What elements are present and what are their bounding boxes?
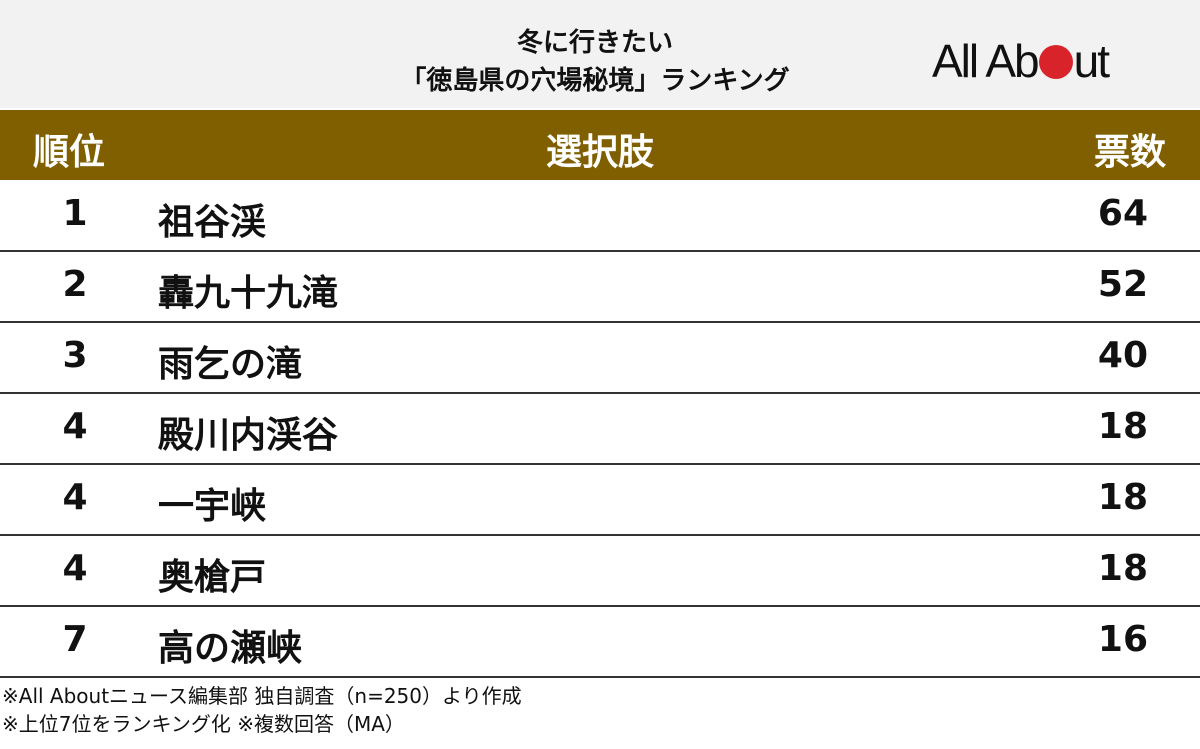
table-row: 4 奥槍戸 18: [0, 535, 1200, 607]
votes-cell: 40: [1097, 335, 1148, 376]
rank-cell: 7: [62, 619, 88, 660]
column-header-rank: 順位: [33, 132, 106, 173]
rank-cell: 4: [62, 477, 88, 518]
votes-cell: 52: [1097, 264, 1148, 305]
table-row: 7 高の瀬峡 16: [0, 606, 1200, 678]
votes-cell: 18: [1097, 406, 1148, 447]
table-row: 4 一宇峡 18: [0, 464, 1200, 536]
logo-red-dot-icon: [1038, 45, 1073, 79]
table-row: 1 祖谷渓 64: [0, 180, 1200, 252]
all-about-logo: All Ab ut: [932, 35, 1110, 87]
table-row: 4 殿川内渓谷 18: [0, 393, 1200, 465]
table-row: 2 轟九十九滝 52: [0, 251, 1200, 323]
table-row: 3 雨乞の滝 40: [0, 322, 1200, 394]
choice-cell: 祖谷渓: [158, 202, 267, 243]
rank-cell: 1: [62, 193, 88, 234]
votes-cell: 18: [1097, 548, 1148, 589]
title-band: 冬に行きたい 「徳島県の穴場秘境」ランキング All Ab ut: [0, 0, 1200, 108]
rank-cell: 4: [62, 548, 88, 589]
column-header-votes: 票数: [1093, 132, 1166, 173]
column-header-choice: 選択肢: [545, 132, 654, 173]
footnote-method: ※上位7位をランキング化 ※複数回答（MA）: [2, 712, 405, 736]
choice-cell: 一宇峡: [158, 486, 267, 527]
choice-cell: 奥槍戸: [158, 557, 267, 598]
choice-cell: 轟九十九滝: [158, 273, 339, 314]
choice-cell: 雨乞の滝: [158, 344, 303, 385]
choice-cell: 殿川内渓谷: [158, 415, 339, 456]
choice-cell: 高の瀬峡: [158, 628, 303, 669]
votes-cell: 64: [1097, 193, 1148, 234]
rank-cell: 3: [62, 335, 88, 376]
votes-cell: 18: [1097, 477, 1148, 518]
title-line-2: 「徳島県の穴場秘境」ランキング: [400, 66, 790, 96]
votes-cell: 16: [1097, 619, 1148, 660]
table-header: 順位 選択肢 票数: [0, 110, 1200, 180]
title-line-1: 冬に行きたい: [516, 28, 673, 58]
footnote-source: ※All Aboutニュース編集部 独自調査（n=250）より作成: [2, 684, 522, 708]
rank-cell: 2: [62, 264, 88, 305]
rank-cell: 4: [62, 406, 88, 447]
